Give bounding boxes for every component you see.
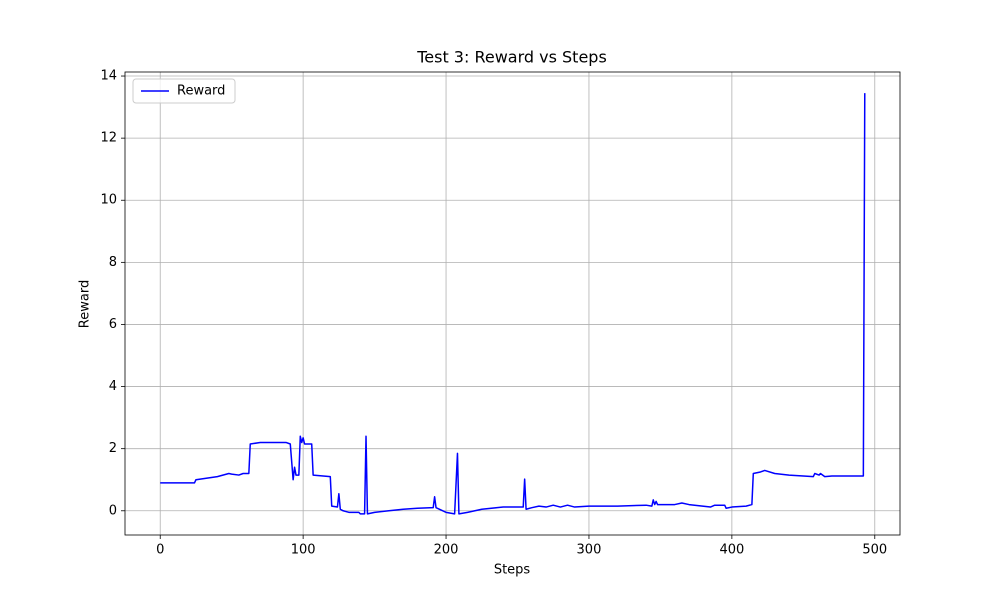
x-tick-label: 100 [291,543,316,558]
x-tick-label: 0 [156,543,164,558]
x-tick-label: 500 [862,543,887,558]
y-tick-label: 14 [100,69,117,84]
legend-label: Reward [177,84,225,99]
y-tick-label: 10 [100,193,117,208]
y-tick-label: 6 [109,317,117,332]
plot-frame [124,71,901,536]
y-tick-label: 4 [109,379,117,394]
x-tick-label: 200 [434,543,459,558]
y-tick-label: 8 [109,255,117,270]
x-axis-label: Steps [494,563,531,578]
y-tick-label: 0 [109,503,117,518]
y-tick-label: 12 [100,131,117,146]
line-series [160,93,866,515]
chart-title: Test 3: Reward vs Steps [416,48,607,67]
x-tick-label: 300 [577,543,602,558]
x-tick-label: 400 [719,543,744,558]
legend: Reward [132,78,236,104]
y-axis-label: Reward [78,280,93,328]
y-tick-label: 2 [109,441,117,456]
legend-box [132,78,236,104]
